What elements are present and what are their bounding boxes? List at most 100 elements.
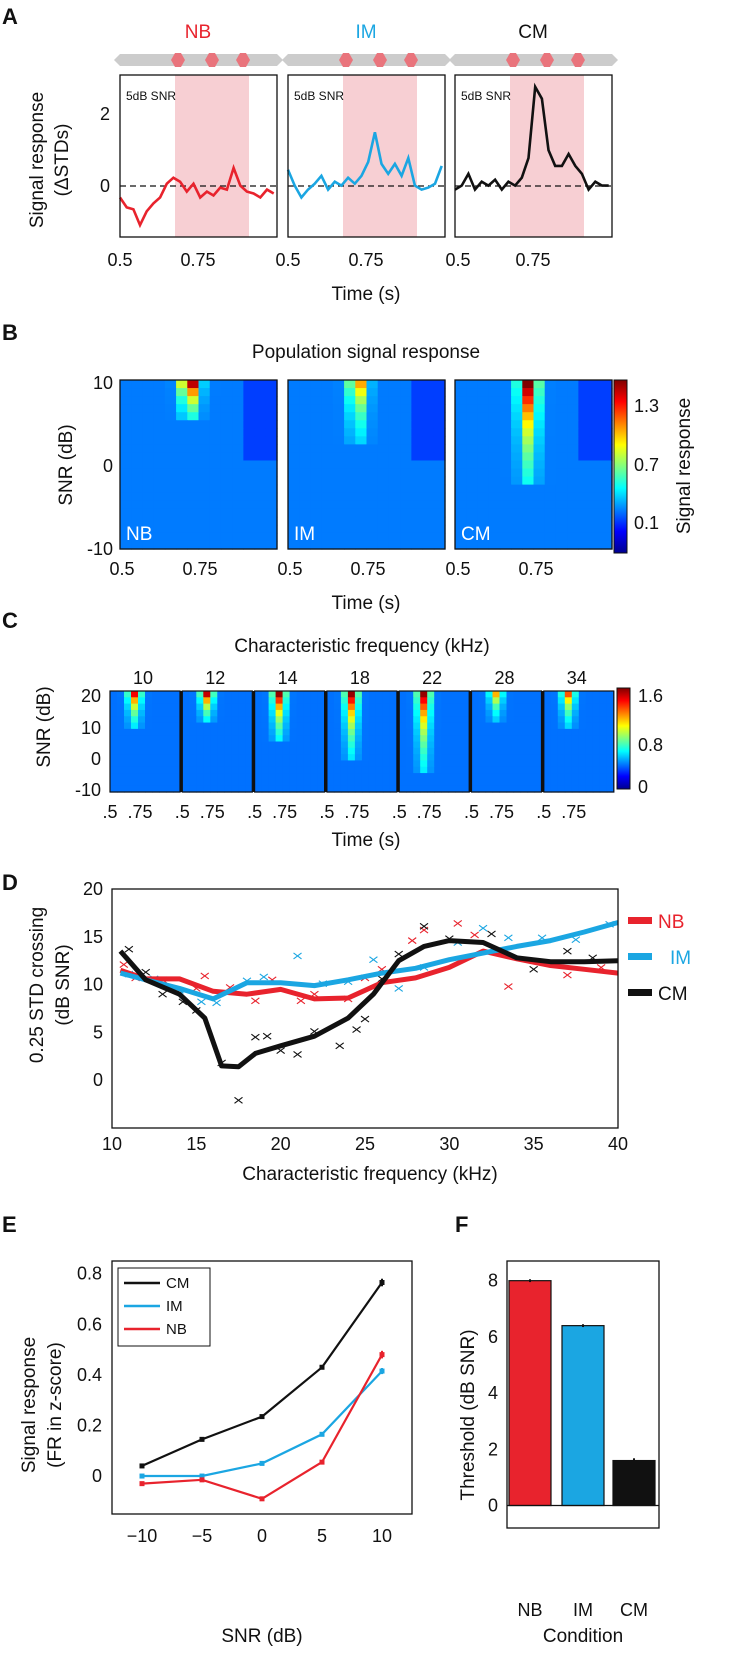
heatmap-cell <box>317 766 326 774</box>
heatmap-cell <box>533 380 546 389</box>
heatmap-cell <box>198 388 211 397</box>
xtick: .75 <box>272 802 297 822</box>
heatmap-cell <box>340 779 349 787</box>
heatmap-cell <box>296 709 305 717</box>
heatmap-cell <box>275 735 284 743</box>
heatmap-cell <box>289 697 298 705</box>
heatmap-cell <box>344 404 356 413</box>
heatmap-cell <box>427 754 435 762</box>
heatmap-cell <box>124 741 132 749</box>
heatmap-cell <box>166 785 174 793</box>
heatmap-cell <box>522 484 535 494</box>
heatmap-cell <box>332 508 345 518</box>
heatmap-cell <box>131 691 139 698</box>
heatmap-cell <box>567 484 579 494</box>
xtick-im: IM <box>573 1600 593 1620</box>
heatmap-cell <box>231 754 239 762</box>
heatmap-cell <box>406 741 414 749</box>
heatmap-cell <box>254 420 267 429</box>
heatmap-cell <box>368 747 377 755</box>
heatmap-cell <box>499 404 512 413</box>
heatmap-cell <box>152 716 160 724</box>
heatmap-cell <box>377 404 390 413</box>
heatmap-cell <box>209 516 222 526</box>
heatmap-cell <box>152 703 160 711</box>
scatter-point-nb <box>453 919 463 927</box>
heatmap-cell <box>455 766 463 774</box>
heatmap-cell <box>326 754 335 762</box>
heatmap-cell <box>176 532 188 542</box>
heatmap-cell <box>182 697 190 705</box>
heatmap-cell <box>344 500 356 510</box>
heatmap-cell <box>198 412 211 421</box>
heatmap-cell <box>138 703 146 711</box>
heatmap-cell <box>224 785 232 793</box>
heatmap-cell <box>433 428 446 437</box>
heatmap-cell <box>131 492 144 502</box>
heatmap-cell <box>441 785 449 793</box>
heatmap-cell <box>455 492 467 502</box>
heatmap-label-im: IM <box>294 524 315 545</box>
heatmap-cell <box>326 709 335 717</box>
heatmap-cell <box>275 766 284 774</box>
heatmap-cell <box>354 760 363 768</box>
heatmap-cell <box>254 540 267 550</box>
heatmap-cell <box>361 722 370 730</box>
heatmap-cell <box>578 709 587 717</box>
heatmap-cell <box>571 754 580 762</box>
heatmap-cell <box>433 540 446 550</box>
heatmap-cell <box>110 703 118 711</box>
heatmap-cell <box>265 428 278 437</box>
heatmap-cell <box>224 754 232 762</box>
heatmap-cell <box>261 703 270 711</box>
heatmap-cell <box>499 532 512 542</box>
heatmap-cell <box>198 476 211 486</box>
heatmap-cell <box>589 532 602 542</box>
heatmap-cell <box>299 428 312 437</box>
heatmap-cell <box>131 747 139 755</box>
heatmap-cell <box>231 760 239 768</box>
heatmap-cell <box>411 396 424 405</box>
heatmap-cell <box>254 380 267 389</box>
heatmap-cell <box>455 460 467 470</box>
heatmap-cell <box>261 697 270 705</box>
heatmap-cell <box>388 500 401 510</box>
heatmap-cell <box>138 754 146 762</box>
heatmap-cell <box>499 760 508 768</box>
heatmap-cell <box>600 484 613 494</box>
heatmap-cell <box>332 436 345 445</box>
heatmap-cell <box>527 728 536 736</box>
heatmap-cell <box>477 532 490 542</box>
heatmap-cell <box>466 492 479 502</box>
heatmap-cell <box>406 785 414 793</box>
heatmap-cell <box>153 396 166 405</box>
heatmap-cell <box>176 412 188 421</box>
heatmap-cell <box>232 492 244 502</box>
heatmap-cell <box>389 760 398 768</box>
heatmap-cell <box>492 747 501 755</box>
heatmap-cell <box>513 779 522 787</box>
heatmap-cell <box>492 728 501 736</box>
heatmap-cell <box>411 444 424 454</box>
heatmap-cell <box>153 524 166 534</box>
panel-b: B Population signal response SNR (dB) 10… <box>2 320 695 614</box>
heatmap-cell <box>354 785 363 793</box>
heatmap-cell <box>522 420 535 429</box>
heatmap-cell <box>388 508 401 518</box>
heatmap-cell <box>131 476 144 486</box>
heatmap-cell <box>164 460 177 470</box>
heatmap-cell <box>310 404 323 413</box>
heatmap-cell <box>606 754 615 762</box>
heatmap-cell <box>265 444 278 454</box>
heatmap-cell <box>296 716 305 724</box>
heatmap-cell <box>606 785 615 793</box>
heatmap-cell <box>520 709 529 717</box>
heatmap-cell <box>520 691 529 698</box>
heatmap-cell <box>471 760 480 768</box>
heatmap-cell <box>520 754 529 762</box>
heatmap-cell <box>375 722 384 730</box>
heatmap-cell <box>209 500 222 510</box>
heatmap-cell <box>527 754 536 762</box>
heatmap-cell <box>488 412 501 421</box>
heatmap-cell <box>492 779 501 787</box>
